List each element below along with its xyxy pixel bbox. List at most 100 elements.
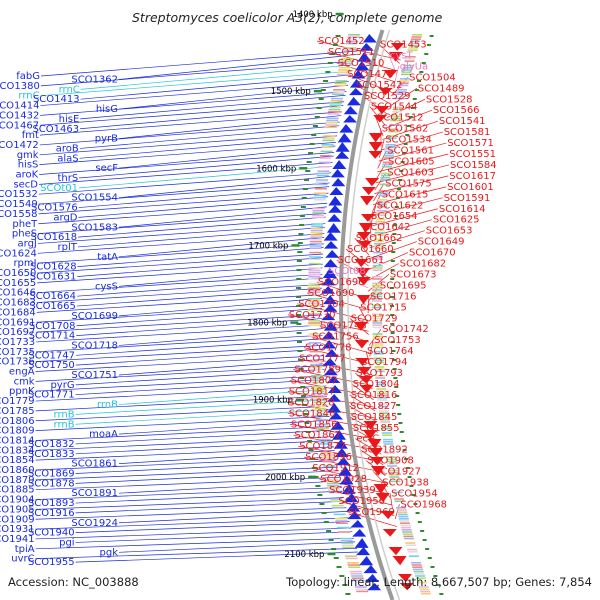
outer-feature-stripe [392, 111, 403, 113]
gene-label: SCO1603 [387, 167, 434, 178]
reverse-gene-arrow [341, 484, 356, 494]
outer-feature-stripe [390, 480, 401, 483]
gene-label: cysS [95, 281, 118, 292]
outer-feature-stripe [402, 69, 413, 71]
inner-feature-stripe [316, 174, 329, 177]
inner-feature-stripe [346, 40, 359, 43]
inner-feature-stripe [310, 368, 323, 370]
outer-feature-stripe [376, 210, 387, 212]
label-connector [35, 517, 349, 530]
gene-label: SCO1905 [0, 504, 35, 515]
gene-label: SCO1512 [377, 113, 424, 124]
gene-label: SCO1646 [0, 288, 36, 299]
gene-label: SCO1541 [439, 116, 486, 127]
outer-feature-stripe [419, 588, 430, 590]
gene-label: SCO1697 [0, 327, 35, 338]
outer-feature-stripe [373, 342, 383, 344]
outer-feature-stripe [408, 45, 419, 47]
gene-label: SCO1860 [0, 465, 35, 476]
forward-gene-arrow [356, 277, 371, 286]
outer-feature-stripe [407, 548, 418, 551]
inner-feature-stripe [308, 313, 321, 315]
outer-feature-stripe [382, 161, 393, 164]
outer-feature-stripe [401, 526, 411, 529]
reverse-gene-arrow [330, 421, 345, 430]
reverse-gene-arrow [327, 385, 342, 394]
outer-feature-stripe [389, 474, 399, 476]
outer-feature-stripe [372, 289, 383, 291]
outer-feature-stripe [372, 315, 383, 318]
reverse-gene-arrow [352, 529, 367, 537]
outer-feature-stripe [372, 284, 383, 287]
forward-gene-arrow [397, 574, 412, 583]
label-connector [118, 145, 336, 169]
outer-feature-stripe [378, 190, 389, 192]
gene-label: SCO1969 [348, 507, 395, 518]
label-connector [369, 340, 374, 357]
outer-feature-stripe [381, 427, 392, 430]
inner-feature-stripe [312, 207, 325, 210]
inner-feature-stripe [309, 350, 322, 353]
inner-feature-stripe [318, 161, 331, 164]
outer-feature-stripe [373, 256, 384, 258]
label-connector [40, 101, 345, 126]
outer-feature-stripe [372, 265, 383, 267]
gene-label: pheS [12, 229, 37, 240]
inner-feature-stripe [308, 335, 321, 337]
label-connector [349, 416, 378, 433]
gene-label: hisE [59, 114, 80, 125]
label-connector [38, 202, 328, 225]
inner-feature-stripe [313, 399, 326, 401]
gene-label: SCO1584 [450, 160, 497, 171]
inner-feature-stripe [341, 542, 354, 544]
reverse-gene-arrow [363, 565, 378, 574]
label-connector [316, 40, 401, 61]
gene-label: SCO1729 [351, 313, 398, 324]
inner-feature-stripe [320, 150, 333, 153]
outer-feature-stripe [381, 172, 392, 175]
gene-label: SCO1581 [444, 127, 491, 138]
inner-feature-stripe [348, 34, 361, 36]
inner-feature-stripe [325, 122, 338, 124]
inner-feature-stripe [312, 210, 325, 212]
label-connector [375, 117, 384, 137]
gene-label: hisS [18, 160, 39, 171]
gene-label: SCO1809 [0, 426, 35, 437]
gene-label: SCO1575 [385, 178, 432, 189]
gene-label: SCO1832 [28, 439, 75, 450]
outer-feature-stripe [378, 410, 389, 412]
inner-feature-stripe [332, 93, 344, 95]
gene-label: SCO1730 [289, 310, 336, 321]
outer-feature-stripe [375, 375, 386, 377]
outer-feature-stripe [388, 471, 399, 474]
outer-feature-stripe [374, 234, 385, 236]
label-connector [75, 338, 323, 356]
inner-feature-stripe [321, 146, 334, 148]
kbp-tick-label: 1700 kbp [248, 241, 288, 251]
label-connector [38, 182, 330, 205]
map-title: Streptomyces coelicolor A3(2), complete … [132, 10, 443, 25]
outer-feature-stripe [407, 49, 418, 51]
inner-feature-stripe [334, 518, 347, 520]
outer-feature-stripe [374, 368, 385, 370]
inner-feature-stripe [308, 302, 320, 304]
reverse-gene-arrow [323, 259, 338, 268]
outer-feature-stripe [396, 91, 407, 93]
gene-label: SCO1529 [364, 91, 411, 102]
label-connector [75, 379, 326, 396]
gene-label: SCO1785 [0, 406, 35, 417]
inner-feature-stripe [308, 298, 320, 300]
outer-feature-stripe [372, 276, 383, 278]
outer-feature-stripe [376, 214, 387, 216]
gene-label: SCO1362 [71, 75, 118, 86]
inner-feature-stripe [339, 62, 352, 65]
forward-gene-arrow [368, 133, 383, 143]
inner-feature-stripe [334, 82, 347, 84]
gene-label: SCO1617 [449, 171, 496, 182]
gene-label: SCO1816 [351, 390, 398, 401]
outer-feature-stripe [373, 240, 384, 243]
outer-feature-stripe [377, 205, 387, 208]
inner-feature-stripe [314, 408, 327, 410]
label-connector [118, 480, 341, 494]
outer-feature-stripe [372, 304, 382, 307]
